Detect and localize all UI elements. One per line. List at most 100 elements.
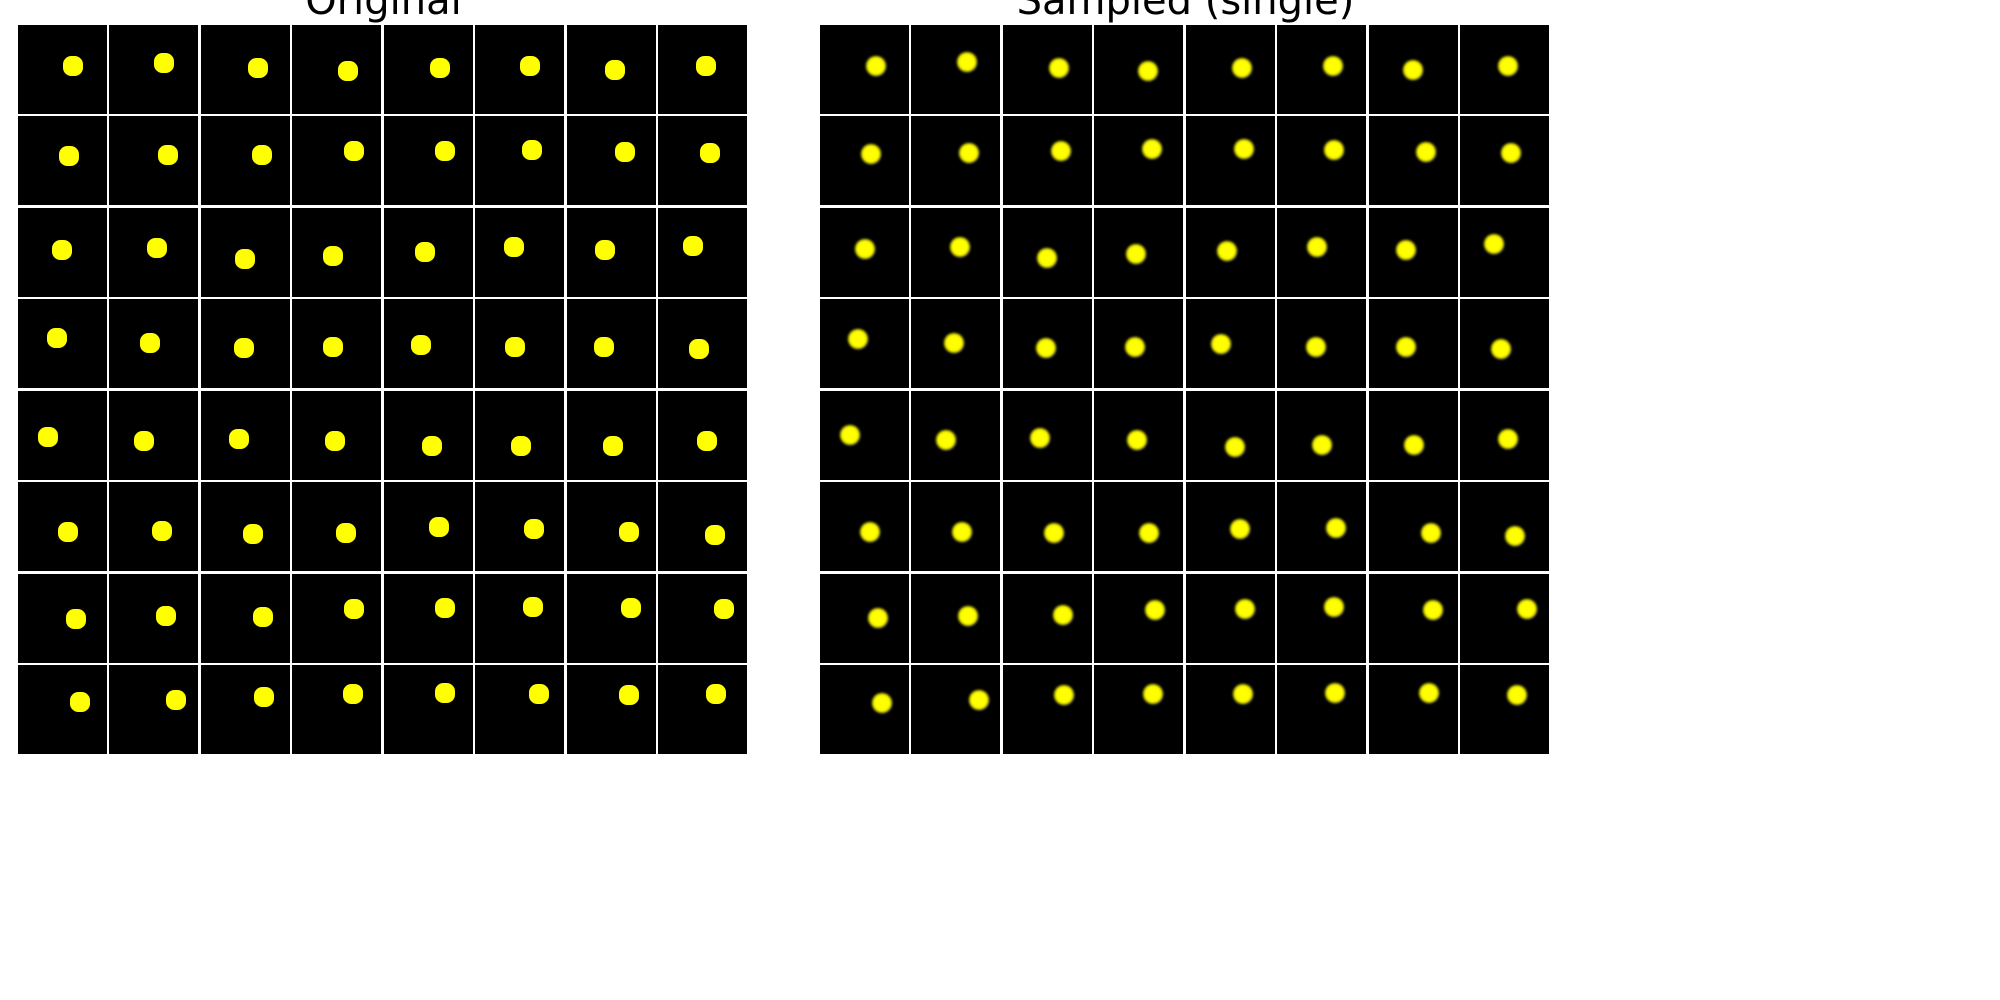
- original-frame-cell: [658, 391, 747, 480]
- original-frame-cell: [658, 116, 747, 205]
- sampled-frame-cell: [1460, 116, 1549, 205]
- sampled-yellow-ball: [1419, 683, 1439, 703]
- original-frame-cell: [475, 208, 564, 297]
- sampled-frame-cell: [911, 574, 1000, 663]
- original-frame-cell: [201, 574, 290, 663]
- original-yellow-ball: [344, 141, 364, 161]
- original-frame-cell: [201, 25, 290, 114]
- sampled-yellow-ball: [1139, 523, 1159, 543]
- sampled-yellow-ball: [1307, 237, 1327, 257]
- sampled-frame-cell: [820, 665, 909, 754]
- sampled-yellow-ball: [1054, 685, 1074, 705]
- original-yellow-ball: [523, 597, 543, 617]
- sampled-frame-cell: [820, 574, 909, 663]
- sampled-yellow-ball: [1142, 139, 1162, 159]
- original-frame-cell: [658, 25, 747, 114]
- sampled-frame-cell: [1186, 482, 1275, 571]
- original-yellow-ball: [252, 145, 272, 165]
- sampled-yellow-ball: [1126, 244, 1146, 264]
- sampled-yellow-ball: [959, 143, 979, 163]
- original-frame-cell: [18, 25, 107, 114]
- sampled-frame-cell: [1003, 299, 1092, 388]
- sampled-frame-cell: [911, 116, 1000, 205]
- original-frame-cell: [475, 391, 564, 480]
- original-frame-cell: [475, 299, 564, 388]
- original-yellow-ball: [152, 521, 172, 541]
- original-yellow-ball: [700, 143, 720, 163]
- sampled-yellow-ball: [969, 690, 989, 710]
- original-frame-cell: [567, 391, 656, 480]
- sampled-frame-cell: [820, 299, 909, 388]
- sampled-frame-cell: [820, 482, 909, 571]
- original-frame-cell: [567, 482, 656, 571]
- original-frame-cell: [201, 208, 290, 297]
- sampled-yellow-ball: [1053, 605, 1073, 625]
- original-yellow-ball: [243, 524, 263, 544]
- sampled-panel-title: Sampled (single): [1016, 0, 1355, 24]
- original-yellow-ball: [511, 436, 531, 456]
- sampled-frame-cell: [1369, 25, 1458, 114]
- sampled-yellow-ball: [1324, 597, 1344, 617]
- sampled-frame-cell: [1186, 391, 1275, 480]
- original-frame-cell: [109, 574, 198, 663]
- sampled-frame-cell: [1277, 116, 1366, 205]
- original-frame-cell: [384, 482, 473, 571]
- sampled-yellow-ball: [1498, 429, 1518, 449]
- original-yellow-ball: [529, 684, 549, 704]
- sampled-yellow-ball: [1324, 140, 1344, 160]
- original-frame-cell: [475, 25, 564, 114]
- sampled-frame-cell: [1277, 665, 1366, 754]
- original-frame-cell: [18, 299, 107, 388]
- sampled-frame-cell: [820, 25, 909, 114]
- sampled-frame-cell: [1003, 391, 1092, 480]
- sampled-frame-cell: [1003, 574, 1092, 663]
- original-yellow-ball: [689, 339, 709, 359]
- original-yellow-ball: [594, 337, 614, 357]
- sampled-frame-cell: [820, 391, 909, 480]
- original-frame-cell: [658, 665, 747, 754]
- sampled-yellow-ball: [1030, 428, 1050, 448]
- original-yellow-ball: [147, 238, 167, 258]
- sampled-frame-cell: [1094, 299, 1183, 388]
- sampled-yellow-ball: [1323, 56, 1343, 76]
- sampled-yellow-ball: [868, 608, 888, 628]
- original-yellow-ball: [705, 525, 725, 545]
- original-yellow-ball: [254, 687, 274, 707]
- sampled-yellow-ball: [1145, 600, 1165, 620]
- sampled-yellow-ball: [952, 522, 972, 542]
- original-frame-cell: [18, 208, 107, 297]
- sampled-frames-grid: [820, 25, 1551, 756]
- original-yellow-ball: [63, 56, 83, 76]
- sampled-yellow-ball: [1211, 334, 1231, 354]
- original-yellow-ball: [336, 523, 356, 543]
- sampled-yellow-ball: [848, 329, 868, 349]
- original-yellow-ball: [615, 142, 635, 162]
- sampled-frame-cell: [1277, 391, 1366, 480]
- original-yellow-ball: [619, 685, 639, 705]
- sampled-yellow-ball: [1423, 600, 1443, 620]
- original-yellow-ball: [603, 436, 623, 456]
- original-yellow-ball: [338, 61, 358, 81]
- sampled-frame-cell: [1460, 665, 1549, 754]
- sampled-yellow-ball: [1484, 234, 1504, 254]
- original-yellow-ball: [714, 599, 734, 619]
- original-frame-cell: [201, 391, 290, 480]
- sampled-frame-cell: [1460, 482, 1549, 571]
- original-frame-cell: [18, 665, 107, 754]
- sampled-frame-cell: [1094, 482, 1183, 571]
- original-yellow-ball: [411, 335, 431, 355]
- original-frame-cell: [109, 391, 198, 480]
- original-frame-cell: [109, 116, 198, 205]
- original-frame-cell: [475, 574, 564, 663]
- original-yellow-ball: [59, 146, 79, 166]
- original-frame-cell: [292, 208, 381, 297]
- sampled-yellow-ball: [1501, 143, 1521, 163]
- sampled-frame-cell: [1094, 25, 1183, 114]
- original-frame-cell: [567, 208, 656, 297]
- original-frame-cell: [384, 299, 473, 388]
- sampled-yellow-ball: [944, 333, 964, 353]
- sampled-frame-cell: [1369, 574, 1458, 663]
- sampled-frame-cell: [911, 665, 1000, 754]
- original-yellow-ball: [158, 145, 178, 165]
- sampled-frame-cell: [1186, 665, 1275, 754]
